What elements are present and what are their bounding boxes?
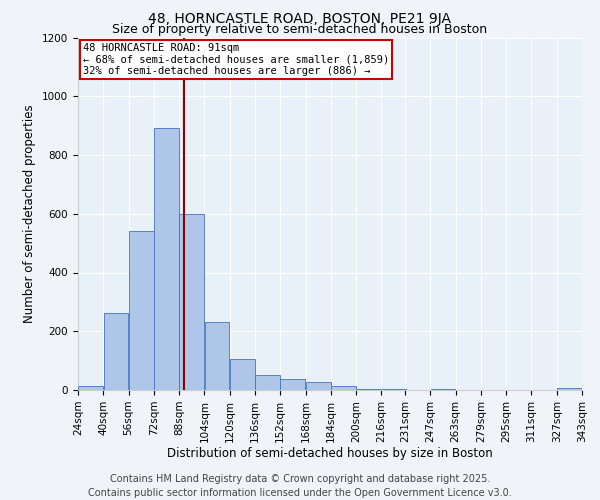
Bar	[129, 232, 154, 390]
Bar	[255, 376, 280, 390]
Text: Contains HM Land Registry data © Crown copyright and database right 2025.
Contai: Contains HM Land Registry data © Crown c…	[88, 474, 512, 498]
Bar	[154, 128, 179, 390]
Bar	[230, 358, 255, 390]
Bar	[280, 379, 305, 390]
Bar	[179, 214, 204, 390]
Y-axis label: Number of semi-detached properties: Number of semi-detached properties	[23, 104, 37, 323]
Bar	[104, 313, 128, 390]
Bar	[78, 386, 103, 390]
Bar	[356, 388, 381, 390]
Bar	[557, 388, 582, 390]
Text: 48 HORNCASTLE ROAD: 91sqm
← 68% of semi-detached houses are smaller (1,859)
32% : 48 HORNCASTLE ROAD: 91sqm ← 68% of semi-…	[83, 43, 389, 76]
Text: Size of property relative to semi-detached houses in Boston: Size of property relative to semi-detach…	[112, 22, 488, 36]
Bar	[331, 386, 356, 390]
Text: 48, HORNCASTLE ROAD, BOSTON, PE21 9JA: 48, HORNCASTLE ROAD, BOSTON, PE21 9JA	[149, 12, 452, 26]
X-axis label: Distribution of semi-detached houses by size in Boston: Distribution of semi-detached houses by …	[167, 448, 493, 460]
Bar	[306, 382, 331, 390]
Bar	[205, 322, 229, 390]
